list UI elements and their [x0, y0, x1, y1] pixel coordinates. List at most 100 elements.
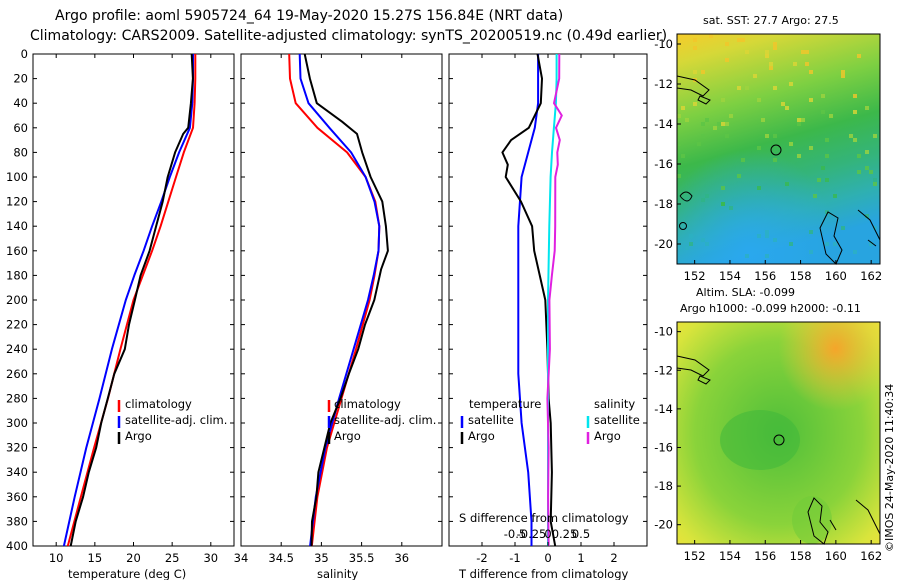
difference-xlabel-top: S difference from climatology	[459, 511, 629, 525]
depth-tick-220: 220	[6, 318, 28, 332]
sst-pixel	[789, 82, 793, 86]
depth-tick-120: 120	[6, 195, 28, 209]
sst-pixel	[765, 54, 769, 58]
sst-pixel	[857, 170, 861, 174]
sst-pixel	[793, 62, 797, 66]
sst-pixel	[693, 38, 697, 42]
sst-pixel	[737, 86, 741, 90]
sst-pixel	[725, 42, 729, 46]
sst-pixel	[773, 238, 777, 242]
sst-pixel	[785, 106, 789, 110]
depth-tick-340: 340	[6, 465, 28, 479]
sla_map-ytick-10: -10	[654, 325, 673, 339]
depth-tick-360: 360	[6, 490, 28, 504]
sst-pixel	[765, 134, 769, 138]
sst-pixel	[833, 242, 837, 246]
sst-pixel	[745, 254, 749, 258]
difference-top-xtick-0: 0	[544, 527, 551, 541]
sst-pixel	[685, 118, 689, 122]
sst-pixel	[821, 110, 825, 114]
salinity-xtick-36: 36	[394, 551, 409, 565]
sst-pixel	[773, 134, 777, 138]
sla_map-xtick-154: 154	[719, 549, 741, 563]
chart-title-line2: Climatology: CARS2009. Satellite-adjuste…	[30, 28, 667, 44]
sst-pixel	[701, 238, 705, 242]
sst-pixel	[677, 114, 681, 118]
sst-pixel	[757, 98, 761, 102]
sst-pixel	[825, 178, 829, 182]
sla-coastlines	[676, 355, 881, 545]
difference-top-xtick-0-25: -0.25	[517, 527, 547, 541]
depth-tick-280: 280	[6, 391, 28, 405]
sst-pixel	[689, 242, 693, 246]
sst-pixel	[737, 174, 741, 178]
sst-pixel	[869, 170, 873, 174]
salinity-panel: 34 34.5 35 35.5 36 salinity climatology sate…	[234, 53, 443, 580]
sst-pixel	[705, 118, 709, 122]
temperature-series-satellite-adj-clim	[62, 54, 194, 547]
sst-pixel	[849, 134, 853, 138]
sst-pixel	[841, 226, 845, 230]
sst-profile-marker	[770, 144, 782, 156]
sla-profile-marker	[773, 434, 785, 446]
sst-pixel	[741, 158, 745, 162]
legend-climatology: climatology	[125, 397, 192, 411]
difference-top-xtick-0-25: 0.25	[552, 527, 578, 541]
depth-tick-320: 320	[6, 441, 28, 455]
depth-tick-300: 300	[6, 416, 28, 430]
sst-pixel	[701, 134, 705, 138]
sla_map-ytick-18: -18	[654, 479, 673, 493]
sst-pixel	[693, 70, 697, 74]
sst-pixel	[721, 202, 725, 206]
sst-pixel	[773, 86, 777, 90]
sst_map-ytick-18: -18	[654, 197, 673, 211]
legend-temp-satellite: satellite	[468, 413, 514, 427]
temperature-xtick-10: 10	[49, 551, 64, 565]
depth-tick-400: 400	[6, 539, 28, 553]
sst-pixel	[801, 50, 805, 54]
legend-sal-satellite: satellite	[594, 413, 640, 427]
sst-pixel	[725, 134, 729, 138]
sst-pixel	[873, 182, 877, 186]
difference-series-temperature-satellite	[517, 54, 540, 546]
sst-pixel	[765, 50, 769, 54]
difference-legend: temperature satellite Argo salinity sate…	[460, 397, 640, 444]
sst-pixel	[721, 98, 725, 102]
legend-argo: Argo	[125, 429, 152, 443]
sst-pixel	[685, 246, 689, 250]
sst-pixel	[853, 250, 857, 254]
sst_map-xtick-156: 156	[754, 269, 776, 283]
sst_map-xtick-152: 152	[684, 269, 706, 283]
sst_map-xtick-154: 154	[719, 269, 741, 283]
difference-series-temperature-argo	[501, 53, 557, 547]
sst-pixel	[765, 230, 769, 234]
difference-xtick-2: -2	[476, 551, 487, 565]
sst-pixel	[769, 66, 773, 70]
temperature-xtick-15: 15	[88, 551, 103, 565]
salinity-series-satellite-adj-clim	[298, 53, 381, 547]
sst-pixel	[801, 118, 805, 122]
temperature-xlabel: temperature (deg C)	[68, 567, 186, 580]
sst_map-ytick-14: -14	[654, 117, 673, 131]
sst-pixel	[729, 114, 733, 118]
sst-pixel	[869, 242, 873, 246]
sst-pixel	[753, 74, 757, 78]
sst-pixel	[809, 98, 813, 102]
depth-tick-100: 100	[6, 170, 28, 184]
depth-tick-60: 60	[13, 121, 28, 135]
sst-pixel	[709, 34, 713, 38]
sst-pixel	[865, 166, 869, 170]
sst-pixel	[821, 94, 825, 98]
depth-tick-20: 20	[13, 72, 28, 86]
sst-pixel	[829, 114, 833, 118]
sst-pixel	[737, 38, 741, 42]
salinity-xtick-34: 34	[234, 551, 249, 565]
sla-map-title: Altim. SLA: -0.099	[696, 286, 795, 299]
difference-series-salinity-argo	[546, 53, 563, 547]
sst-pixel	[809, 70, 813, 74]
sst-pixel	[701, 70, 705, 74]
temperature-legend: climatology satellite-adj. clim. Argo	[117, 397, 227, 444]
sst_map-xtick-158: 158	[790, 269, 812, 283]
sla_map-xtick-162: 162	[860, 549, 882, 563]
